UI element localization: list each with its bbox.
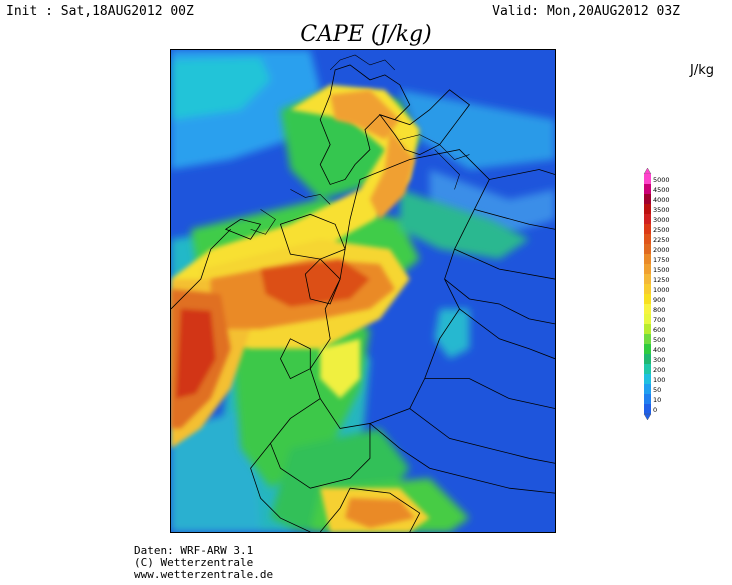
legend-swatch bbox=[644, 334, 651, 344]
legend-swatch bbox=[644, 374, 651, 384]
legend-label: 100 bbox=[653, 376, 665, 384]
legend-label: 4000 bbox=[653, 196, 670, 204]
legend-label: 3500 bbox=[653, 206, 670, 214]
legend-swatch bbox=[644, 254, 651, 264]
legend-label: 2250 bbox=[653, 236, 670, 244]
legend-swatch bbox=[644, 214, 651, 224]
legend-swatch bbox=[644, 304, 651, 314]
legend-label: 0 bbox=[653, 406, 657, 414]
legend-arrow-bottom bbox=[643, 413, 652, 421]
legend-label: 2500 bbox=[653, 226, 670, 234]
legend-label: 500 bbox=[653, 336, 665, 344]
legend-label: 600 bbox=[653, 326, 665, 334]
legend-swatch bbox=[644, 394, 651, 404]
legend-label: 400 bbox=[653, 346, 665, 354]
color-legend: 5000 4500 4000 3500 3000 2500 2250 2000 1750 1500… bbox=[641, 167, 675, 428]
legend-label: 2000 bbox=[653, 246, 670, 254]
legend-label: 900 bbox=[653, 296, 665, 304]
legend-swatch bbox=[644, 324, 651, 334]
legend-label: 300 bbox=[653, 356, 665, 364]
legend-label: 3000 bbox=[653, 216, 670, 224]
legend-label: 200 bbox=[653, 366, 665, 374]
legend-label: 1500 bbox=[653, 266, 670, 274]
legend-swatch bbox=[644, 194, 651, 204]
legend-unit: J/kg bbox=[690, 63, 714, 78]
legend-swatch bbox=[644, 404, 651, 414]
cape-field-orange bbox=[171, 89, 415, 529]
legend-label: 700 bbox=[653, 316, 665, 324]
legend-swatch bbox=[644, 314, 651, 324]
credit-copyright: (C) Wetterzentrale bbox=[134, 556, 254, 569]
legend-swatch bbox=[644, 284, 651, 294]
legend-swatch bbox=[644, 204, 651, 214]
credit-data-source: Daten: WRF-ARW 3.1 bbox=[134, 544, 254, 557]
legend-swatch bbox=[644, 224, 651, 234]
credits: Daten: WRF-ARW 3.1 (C) Wetterzentrale ww… bbox=[134, 545, 273, 581]
map-title: CAPE (J/kg) bbox=[300, 22, 432, 47]
valid-time: Valid: Mon,20AUG2012 03Z bbox=[492, 4, 680, 19]
legend-swatch bbox=[644, 184, 651, 194]
legend-swatch bbox=[644, 234, 651, 244]
legend-swatch bbox=[644, 384, 651, 394]
credit-website: www.wetterzentrale.de bbox=[134, 568, 274, 581]
legend-label: 10 bbox=[653, 396, 661, 404]
legend-label: 1750 bbox=[653, 256, 670, 264]
legend-arrow-top bbox=[643, 167, 652, 175]
legend-label: 4500 bbox=[653, 186, 670, 194]
cape-map bbox=[170, 49, 556, 533]
legend-swatch bbox=[644, 294, 651, 304]
legend-swatch bbox=[644, 344, 651, 354]
legend-label: 5000 bbox=[653, 176, 670, 184]
country-borders bbox=[171, 64, 555, 532]
init-time: Init : Sat,18AUG2012 00Z bbox=[6, 4, 194, 19]
coastlines bbox=[250, 54, 470, 235]
legend-label: 1250 bbox=[653, 276, 670, 284]
legend-label: 50 bbox=[653, 386, 661, 394]
legend-swatch bbox=[644, 244, 651, 254]
legend-label: 1000 bbox=[653, 286, 670, 294]
legend-swatch bbox=[644, 274, 651, 284]
legend-swatch bbox=[644, 264, 651, 274]
legend-label: 800 bbox=[653, 306, 665, 314]
legend-swatch bbox=[644, 354, 651, 364]
legend-swatch bbox=[644, 364, 651, 374]
legend-swatch bbox=[644, 174, 651, 184]
